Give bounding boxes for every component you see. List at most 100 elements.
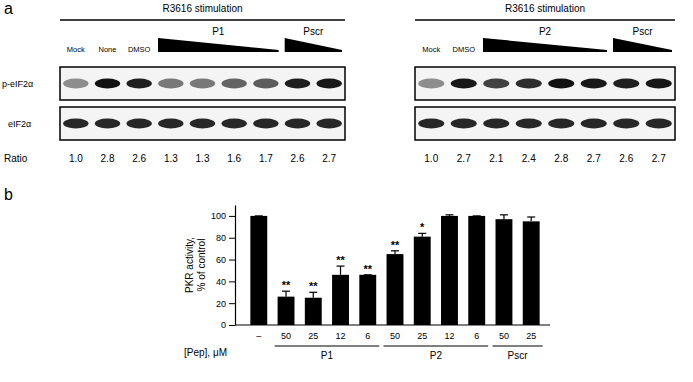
tick: 25 <box>526 325 536 341</box>
significance: ** <box>309 280 318 292</box>
loading-band <box>613 119 639 129</box>
bar <box>387 254 404 325</box>
tick: – <box>256 325 261 341</box>
blot-frame <box>415 107 675 140</box>
tick: 25 <box>417 325 427 341</box>
ratio-value: 2.1 <box>489 153 503 164</box>
bar <box>278 297 295 325</box>
concentration-wedge <box>285 38 342 52</box>
lane-group-label: Pscr <box>633 26 654 37</box>
band <box>483 79 509 89</box>
significance: ** <box>336 254 345 266</box>
y-axis: 0 20 40 60 80 100 <box>211 206 236 331</box>
error-bar <box>255 215 263 216</box>
loading-band <box>581 119 607 129</box>
band <box>581 79 607 89</box>
ratio-value: 2.7 <box>652 153 666 164</box>
band <box>158 79 183 89</box>
significance: * <box>420 221 425 233</box>
lane-label: Mock <box>422 45 440 54</box>
band <box>418 79 444 89</box>
y-axis-title-line: PKR activity, <box>184 237 195 293</box>
ratio-value: 2.7 <box>457 153 471 164</box>
tick-label: 100 <box>211 211 226 221</box>
band <box>190 79 215 89</box>
error-cap <box>473 215 481 216</box>
error-bar <box>391 251 399 254</box>
tick: 25 <box>308 325 318 341</box>
tick-label: 25 <box>308 331 318 341</box>
tick: 12 <box>444 325 454 341</box>
error-bar <box>282 291 290 296</box>
ratio-value: 2.7 <box>587 153 601 164</box>
band <box>317 79 342 89</box>
header-line <box>60 19 345 21</box>
ratio-value: 2.6 <box>619 153 633 164</box>
tick-label: 60 <box>216 255 226 265</box>
tick-label: 80 <box>216 233 226 243</box>
lane-group-label: P2 <box>539 26 552 37</box>
bars <box>250 215 539 325</box>
tick-label: 50 <box>281 331 291 341</box>
loading-band <box>451 119 477 129</box>
tick: 50 <box>499 325 509 341</box>
group-line <box>384 346 489 347</box>
loading-band <box>516 119 542 129</box>
tick-mark <box>229 260 235 261</box>
loading-band <box>418 119 444 129</box>
error-cap <box>445 214 453 215</box>
error-line <box>340 266 341 275</box>
tick-label: – <box>256 331 261 341</box>
tick: 20 <box>216 299 235 309</box>
tick-label: 25 <box>417 331 427 341</box>
loading-band <box>317 119 342 129</box>
loading-band <box>127 119 152 129</box>
error-bar <box>500 215 508 219</box>
tick-label: 6 <box>474 331 479 341</box>
row-label: p-eIF2α <box>2 79 33 89</box>
error-line <box>285 291 286 296</box>
tick-label: 25 <box>526 331 536 341</box>
concentration-wedge <box>158 38 279 52</box>
ratio-value: 2.6 <box>291 153 305 164</box>
tick-label: 12 <box>336 331 346 341</box>
error-cap <box>500 214 508 215</box>
error-bar <box>445 215 453 216</box>
significance: ** <box>391 239 400 251</box>
bar <box>332 275 349 325</box>
tick-label: 12 <box>444 331 454 341</box>
bar <box>441 216 458 325</box>
tick-mark <box>229 238 235 239</box>
significance: ** <box>363 263 372 275</box>
band <box>548 79 574 89</box>
loading-band <box>95 119 120 129</box>
band <box>451 79 477 89</box>
loading-band <box>285 119 310 129</box>
ratio-value: 1.0 <box>69 153 83 164</box>
tick-mark <box>229 216 235 217</box>
error-line <box>531 217 532 221</box>
ratio-value: 1.7 <box>259 153 273 164</box>
tick-label: 0 <box>221 320 226 330</box>
blot-header: R3616 stimulation <box>505 3 585 14</box>
band <box>613 79 639 89</box>
tick: 40 <box>216 277 235 287</box>
tick-mark <box>229 303 235 304</box>
error-bar <box>309 292 317 297</box>
band <box>63 79 88 89</box>
bar <box>468 216 485 325</box>
group-label: P2 <box>430 350 443 361</box>
band <box>253 79 278 89</box>
ratio-value: 1.3 <box>196 153 210 164</box>
ratio-value: 1.0 <box>424 153 438 164</box>
tick: 6 <box>365 325 370 341</box>
row-label: eIF2α <box>8 119 31 129</box>
lane-group-label: P1 <box>212 26 225 37</box>
lane-label: Mock <box>67 45 85 54</box>
error-bar <box>337 266 345 275</box>
ratio-value: 1.6 <box>227 153 241 164</box>
tick: 60 <box>216 255 235 265</box>
band <box>646 79 672 89</box>
panel-label: b <box>4 186 13 203</box>
bar <box>359 275 376 325</box>
